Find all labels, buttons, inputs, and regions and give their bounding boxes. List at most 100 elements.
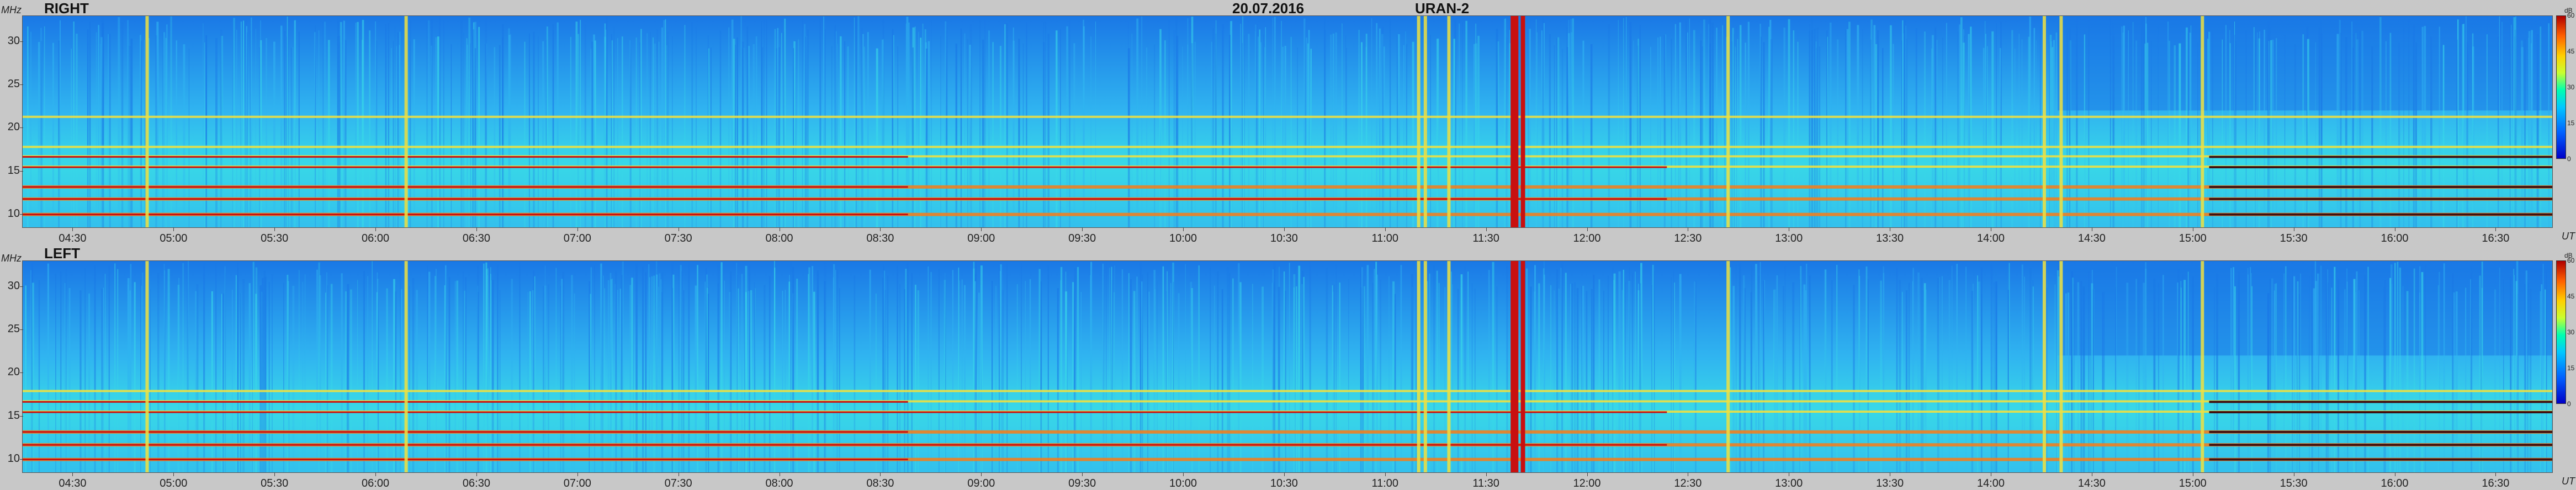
texture-streak bbox=[601, 276, 603, 472]
texture-streak bbox=[683, 290, 685, 472]
texture-streak bbox=[129, 290, 131, 472]
texture-streak bbox=[344, 40, 347, 227]
texture-streak bbox=[2269, 279, 2271, 472]
texture-streak bbox=[2292, 270, 2293, 472]
texture-streak bbox=[1283, 271, 1285, 472]
texture-streak bbox=[1825, 269, 1827, 472]
texture-streak bbox=[1738, 263, 1741, 472]
texture-streak bbox=[1260, 42, 1262, 227]
texture-streak bbox=[468, 17, 471, 227]
texture-streak bbox=[646, 33, 648, 227]
texture-streak bbox=[1574, 282, 1576, 472]
texture-streak bbox=[1400, 265, 1402, 472]
texture-streak bbox=[330, 284, 333, 472]
x-tick-mark bbox=[577, 228, 578, 231]
texture-streak bbox=[594, 265, 595, 472]
texture-streak bbox=[961, 279, 963, 472]
panel-left: LEFT MHz 30 25 20 15 10 04:30 05:00 05:30 06:00… bbox=[0, 245, 2576, 490]
texture-streak bbox=[964, 285, 966, 472]
texture-streak bbox=[2109, 18, 2111, 227]
texture-streak bbox=[463, 271, 464, 472]
texture-streak bbox=[905, 269, 907, 472]
texture-streak bbox=[84, 268, 86, 472]
x-tick-label: 08:30 bbox=[866, 232, 894, 244]
texture-streak bbox=[339, 42, 341, 227]
texture-streak bbox=[988, 30, 990, 227]
texture-streak bbox=[251, 17, 252, 227]
texture-streak bbox=[1128, 273, 1130, 472]
texture-streak bbox=[1239, 282, 1242, 472]
texture-streak bbox=[2498, 36, 2499, 227]
texture-streak bbox=[671, 262, 674, 472]
texture-streak bbox=[980, 285, 982, 472]
texture-streak bbox=[456, 280, 459, 472]
texture-streak bbox=[395, 285, 396, 472]
texture-streak bbox=[60, 271, 62, 472]
texture-streak bbox=[30, 270, 31, 472]
texture-streak bbox=[2311, 262, 2313, 472]
texture-streak bbox=[831, 46, 833, 227]
texture-streak bbox=[911, 273, 913, 472]
x-tick-label: 16:30 bbox=[2482, 232, 2510, 244]
texture-streak bbox=[2230, 268, 2232, 472]
texture-streak bbox=[1934, 27, 1937, 227]
texture-streak bbox=[883, 39, 884, 227]
texture-streak bbox=[999, 46, 1001, 227]
x-tick-mark bbox=[1385, 228, 1386, 231]
texture-streak bbox=[813, 291, 815, 472]
texture-streak bbox=[435, 37, 437, 227]
x-tick-label: 09:00 bbox=[967, 477, 995, 489]
texture-streak bbox=[1130, 279, 1132, 472]
texture-streak bbox=[1285, 290, 1286, 472]
texture-streak bbox=[1774, 289, 1776, 472]
texture-streak bbox=[1136, 276, 1138, 472]
texture-streak bbox=[883, 264, 884, 472]
texture-streak bbox=[1685, 19, 1687, 227]
texture-streak bbox=[2513, 17, 2516, 227]
texture-streak bbox=[144, 40, 145, 227]
texture-streak bbox=[252, 268, 253, 472]
texture-streak bbox=[1566, 47, 1568, 227]
texture-streak bbox=[819, 18, 821, 227]
texture-streak bbox=[833, 277, 834, 472]
interference-line-core bbox=[2209, 458, 2552, 461]
texture-streak bbox=[1621, 290, 1623, 472]
colorbar bbox=[2556, 260, 2566, 404]
texture-streak bbox=[755, 36, 757, 227]
x-tick-label: 11:00 bbox=[1371, 477, 1399, 489]
texture-streak bbox=[1816, 47, 1818, 227]
texture-streak bbox=[1376, 274, 1378, 472]
texture-streak bbox=[1751, 265, 1753, 472]
texture-streak bbox=[1293, 274, 1296, 472]
interference-line-core bbox=[23, 214, 908, 216]
texture-streak bbox=[1905, 290, 1908, 472]
texture-streak bbox=[2320, 34, 2323, 227]
texture-streak bbox=[177, 285, 180, 472]
texture-streak bbox=[1289, 263, 1290, 472]
texture-streak bbox=[2197, 42, 2198, 227]
texture-streak bbox=[2187, 33, 2189, 227]
texture-streak bbox=[1000, 264, 1002, 472]
texture-streak bbox=[1467, 271, 1469, 472]
texture-streak bbox=[1883, 273, 1885, 472]
low-intensity-region bbox=[2058, 261, 2552, 356]
texture-streak bbox=[999, 265, 1000, 472]
texture-streak bbox=[237, 261, 238, 472]
texture-streak bbox=[907, 261, 909, 472]
texture-streak bbox=[1660, 36, 1661, 227]
interference-line bbox=[23, 457, 2552, 461]
texture-streak bbox=[1572, 18, 1574, 227]
texture-streak bbox=[1770, 39, 1773, 227]
texture-streak bbox=[478, 26, 480, 227]
texture-streak bbox=[1915, 28, 1917, 227]
colorbar-tick-label: 45 bbox=[2567, 292, 2575, 300]
texture-streak bbox=[162, 32, 163, 227]
texture-streak bbox=[2121, 26, 2123, 227]
texture-streak bbox=[1459, 23, 1460, 227]
texture-streak bbox=[653, 275, 655, 472]
texture-streak bbox=[2033, 28, 2036, 227]
texture-streak bbox=[1211, 41, 1212, 227]
texture-streak bbox=[1760, 36, 1762, 227]
texture-streak bbox=[1229, 273, 1231, 472]
texture-streak bbox=[577, 34, 579, 227]
